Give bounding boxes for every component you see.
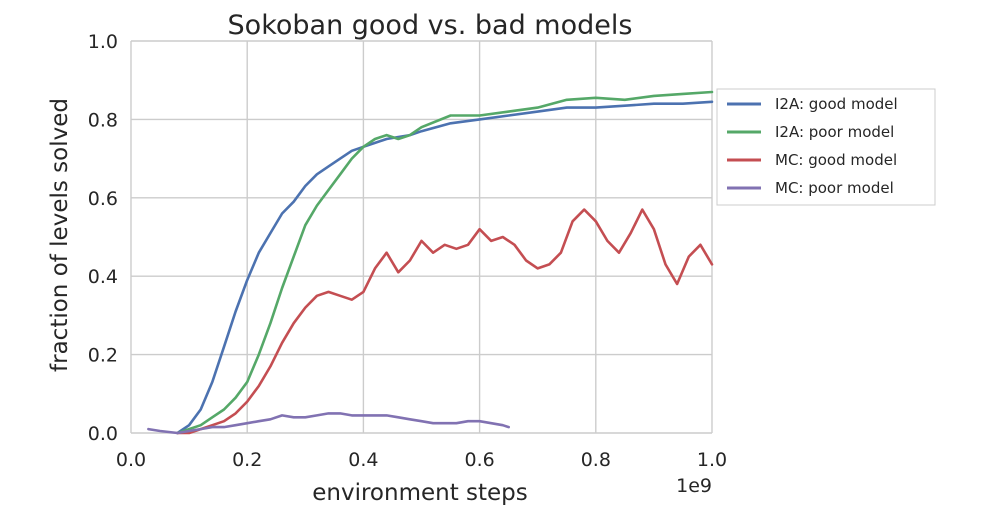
chart-title: Sokoban good vs. bad models	[228, 10, 633, 41]
x-tick-label: 0.8	[581, 449, 611, 471]
series-line-2	[176, 90, 714, 435]
legend: I2A: good model I2A: poor model MC: good m…	[716, 88, 936, 206]
x-tick-label: 1.0	[697, 449, 727, 471]
x-tick-label: 0.0	[116, 449, 146, 471]
legend-label: MC: good model	[775, 151, 897, 169]
y-tick-label: 0.0	[88, 423, 118, 445]
y-tick-label: 0.2	[88, 345, 118, 367]
series-line-1	[176, 100, 714, 435]
legend-label: I2A: good model	[775, 95, 898, 113]
y-tick-label: 0.4	[88, 266, 118, 288]
y-tick-label: 1.0	[88, 31, 118, 53]
grid	[130, 40, 713, 434]
y-tick-label: 0.6	[88, 188, 118, 210]
series-line-4	[147, 412, 511, 435]
legend-label: MC: poor model	[775, 179, 894, 197]
y-axis-label: fraction of levels solved	[47, 98, 73, 372]
legend-label: I2A: poor model	[775, 123, 894, 141]
x-tick-label: 0.2	[232, 449, 262, 471]
series-line-3	[176, 208, 714, 435]
x-tick-label: 0.4	[348, 449, 378, 471]
y-tick-label: 0.8	[88, 109, 118, 131]
x-axis-multiplier: 1e9	[676, 475, 712, 497]
x-tick-label: 0.6	[464, 449, 494, 471]
legend-box	[716, 88, 936, 206]
series-layer	[147, 90, 714, 435]
x-axis-label: environment steps	[312, 480, 528, 506]
tick-labels: 0.0 0.2 0.4 0.6 0.8 1.0 0.0 0.2 0.4 0.6 0.8 1.0	[88, 31, 727, 471]
